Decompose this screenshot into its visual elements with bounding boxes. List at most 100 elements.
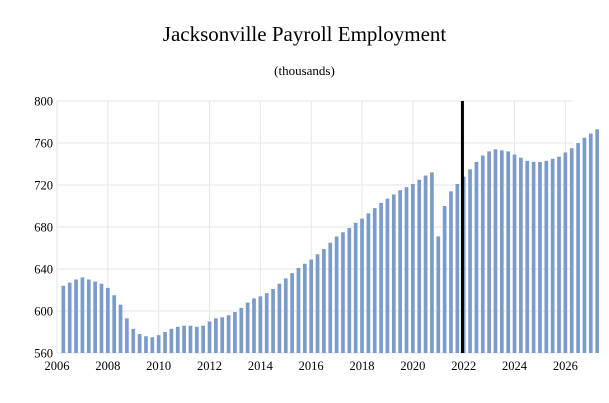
bar: [226, 315, 231, 353]
x-tick-label: 2016: [299, 359, 324, 373]
x-tick-label: 2008: [95, 359, 120, 373]
y-axis-tick-labels: 560 600 640 680 720 760 800: [34, 95, 53, 361]
bar: [105, 287, 110, 353]
bar: [309, 259, 314, 353]
bar: [322, 249, 326, 353]
bar: [480, 155, 485, 353]
bar: [468, 169, 472, 353]
bar: [588, 133, 593, 353]
bar: [233, 312, 237, 353]
bar: [499, 150, 504, 353]
bar: [182, 325, 186, 353]
bar: [430, 172, 434, 353]
bar: [194, 326, 199, 353]
bar: [86, 279, 91, 353]
x-tick-label: 2006: [45, 359, 70, 373]
y-tick-label: 680: [34, 221, 53, 235]
bar: [131, 328, 136, 353]
bar: [550, 158, 555, 353]
bar: [411, 183, 415, 353]
bar: [569, 148, 574, 353]
bar: [506, 151, 511, 353]
bar: [175, 326, 180, 353]
bar: [220, 317, 225, 353]
bar: [188, 325, 193, 353]
bar: [137, 334, 142, 353]
bar-series: [61, 129, 599, 353]
bar: [525, 160, 530, 353]
x-tick-label: 2020: [400, 359, 425, 373]
bar: [99, 283, 104, 353]
bar: [557, 156, 561, 353]
chart-title: Jacksonville Payroll Employment: [162, 22, 447, 46]
bar: [169, 328, 174, 353]
bar: [423, 175, 428, 353]
bar: [207, 321, 212, 353]
bar: [118, 304, 123, 353]
bar: [67, 282, 72, 353]
bar: [582, 137, 587, 353]
x-tick-label: 2012: [197, 359, 222, 373]
bar: [144, 336, 148, 353]
bar: [563, 152, 568, 353]
bar: [156, 335, 161, 353]
bar: [595, 129, 599, 353]
bar: [163, 332, 167, 353]
bar: [61, 285, 66, 353]
bar: [404, 187, 409, 353]
bar: [334, 236, 339, 353]
y-tick-label: 600: [34, 305, 53, 319]
bar: [150, 337, 155, 353]
x-tick-label: 2026: [553, 359, 578, 373]
bar: [214, 318, 218, 353]
bar: [353, 222, 358, 353]
bar: [576, 143, 580, 353]
bar: [315, 254, 320, 353]
bar: [245, 302, 250, 353]
bar: [531, 161, 536, 353]
bar: [512, 154, 517, 353]
bar: [372, 208, 377, 353]
x-tick-label: 2010: [146, 359, 171, 373]
x-tick-label: 2018: [350, 359, 375, 373]
bar: [436, 236, 441, 353]
bar: [449, 191, 453, 353]
y-tick-label: 640: [34, 263, 53, 277]
bar: [385, 198, 390, 353]
bar: [474, 161, 479, 353]
bar: [360, 218, 364, 353]
bar: [341, 232, 345, 353]
bar: [487, 151, 491, 353]
bar: [442, 206, 447, 353]
bar: [283, 278, 288, 353]
y-tick-label: 560: [34, 347, 53, 361]
bar: [366, 213, 371, 353]
x-tick-label: 2024: [502, 359, 528, 373]
bar: [74, 279, 78, 353]
bar: [544, 160, 549, 353]
bar: [258, 296, 263, 353]
bar: [264, 293, 269, 353]
bar: [271, 288, 275, 353]
bar: [379, 202, 383, 353]
bar: [239, 307, 244, 353]
bar: [125, 318, 129, 353]
bar: [391, 194, 396, 353]
bar: [296, 267, 301, 353]
y-tick-label: 720: [34, 179, 53, 193]
bar: [347, 228, 352, 353]
bar: [252, 298, 256, 353]
bar: [290, 273, 294, 353]
bar: [328, 242, 333, 353]
bar: [93, 281, 97, 353]
bar: [538, 161, 542, 353]
bar: [112, 295, 117, 353]
y-tick-label: 800: [34, 95, 53, 109]
x-tick-label: 2014: [248, 359, 274, 373]
bar: [302, 263, 307, 353]
bar: [398, 190, 402, 353]
bar: [417, 179, 422, 353]
bar: [277, 283, 282, 353]
bar: [201, 325, 205, 353]
